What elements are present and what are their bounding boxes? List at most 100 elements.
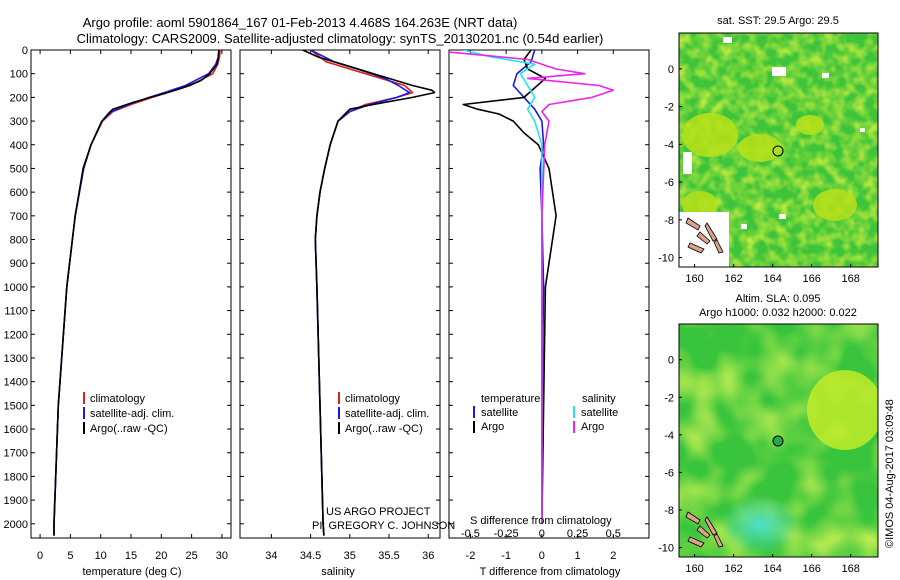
missing-pixel: [741, 224, 747, 229]
map-y-tick-label: -10: [658, 543, 674, 555]
map-x-tick-label: 168: [842, 563, 860, 575]
missing-pixel: [772, 67, 786, 76]
legend-head-temperature: temperature: [481, 393, 540, 405]
series-line-s-satellite: [463, 50, 543, 524]
y-tick-label: 300: [10, 116, 28, 128]
x-tick-label: 0: [539, 550, 545, 562]
header-title-line2: Climatology: CARS2009. Satellite-adjuste…: [77, 31, 604, 46]
sla-map-title-line1: Altim. SLA: 0.095: [736, 293, 821, 305]
series-line-t-argo: [462, 50, 557, 524]
series-line-s-argo: [449, 51, 615, 524]
salinity-plot: 34 34.5 35 35.5 36: [240, 49, 440, 562]
y-tick-label: 1900: [4, 495, 28, 507]
island-shape: [696, 525, 711, 539]
sla-map-frame: [678, 323, 879, 558]
map-y-tick-label: -2: [664, 392, 674, 404]
s-tick-label: -0.25: [494, 528, 519, 540]
sla-map-title-line2: Argo h1000: 0.032 h2000: 0.022: [699, 307, 857, 319]
y-tick-label: 800: [10, 235, 28, 247]
y-tick-label: 1600: [4, 424, 28, 436]
legend-head-salinity: salinity: [582, 393, 616, 405]
warm-patch: [796, 115, 824, 135]
y-tick-label: 1300: [4, 353, 28, 365]
missing-pixel: [860, 128, 865, 132]
map-x-tick-label: 162: [724, 273, 742, 285]
x-tick-label: 34.5: [300, 550, 321, 562]
s-difference-label: S difference from climatology: [470, 515, 612, 527]
salinity-panel: [239, 49, 441, 539]
map-y-tick-label: -8: [664, 505, 674, 517]
island-shape: [713, 239, 724, 254]
y-tick-label: 1400: [4, 377, 28, 389]
sst-map: [679, 33, 878, 267]
missing-pixel: [683, 152, 692, 174]
t-difference-axis-label: T difference from climatology: [480, 566, 621, 578]
x-tick-label: 15: [125, 550, 137, 562]
series-line-argo: [53, 50, 220, 536]
map-x-tick-label: 164: [763, 563, 781, 575]
x-tick-label: 30: [216, 550, 228, 562]
missing-pixel: [723, 37, 732, 43]
map-y-tick-label: 0: [668, 355, 674, 367]
sst-islands: [685, 217, 724, 254]
x-tick-label: 0: [37, 550, 43, 562]
sla-map-axes: 160 162 164 166 168 0 -2 -4 -6 -8 -10: [658, 355, 860, 575]
map-x-tick-label: 166: [802, 273, 820, 285]
legend-label-argo: Argo(..raw -QC): [345, 423, 423, 435]
map-x-tick-label: 162: [724, 563, 742, 575]
map-x-tick-label: 160: [685, 273, 703, 285]
difference-legend: temperature salinity satellite Argo sate…: [473, 393, 618, 433]
difference-panel: [448, 49, 650, 539]
series-group: [53, 50, 221, 536]
missing-pixel: [822, 73, 829, 78]
series-group: [302, 50, 436, 536]
y-tick-label: 1200: [4, 329, 28, 341]
warm-patch: [738, 134, 782, 162]
warm-patch: [813, 189, 857, 221]
y-tick-label: 1500: [4, 400, 28, 412]
salinity-legend: climatology satellite-adj. clim. Argo(..…: [338, 392, 429, 435]
series-line-climatology: [53, 50, 221, 536]
sla-low-patch: [720, 495, 800, 555]
x-tick-label: 2: [610, 550, 616, 562]
island-shape: [687, 536, 705, 548]
series-line-satellite: [310, 50, 411, 536]
map-x-tick-label: 164: [763, 273, 781, 285]
y-tick-label: 200: [10, 92, 28, 104]
sla-high-patch: [807, 370, 878, 450]
x-tick-label: 36: [422, 550, 434, 562]
x-tick-label: -1: [501, 550, 511, 562]
timestamp-label: ©IMOS 04-Aug-2017 03:09:48: [884, 399, 896, 548]
sst-map-axes: 160 162 164 166 168 0 -2 -4 -6 -8 -10: [658, 64, 860, 285]
y-tick-label: 600: [10, 187, 28, 199]
x-tick-label: 35.5: [378, 550, 399, 562]
map-x-tick-label: 160: [685, 563, 703, 575]
s-tick-label: -0.5: [461, 528, 480, 540]
salinity-axis-label: salinity: [321, 566, 355, 578]
temperature-legend: climatology satellite-adj. clim. Argo(..…: [83, 392, 174, 435]
map-y-tick-label: 0: [668, 64, 674, 76]
legend-label-s-argo: Argo: [581, 421, 604, 433]
sst-map-title: sat. SST: 29.5 Argo: 29.5: [717, 15, 839, 27]
temperature-plot: 0 5 10 15 20 25 300100200300400500600700800900…: [4, 45, 231, 562]
y-tick-label: 1800: [4, 471, 28, 483]
missing-pixel: [779, 214, 786, 219]
series-line-t-satellite: [512, 50, 545, 524]
y-tick-label: 2000: [4, 519, 28, 531]
legend-label-argo: Argo(..raw -QC): [90, 423, 168, 435]
legend-label-s-satellite: satellite: [581, 407, 618, 419]
island-shape: [713, 533, 724, 548]
island-shape: [687, 242, 705, 254]
x-tick-label: 35: [344, 550, 356, 562]
s-tick-label: 0.5: [606, 528, 621, 540]
temperature-axis-label: temperature (deg C): [82, 566, 181, 578]
legend-label-t-argo: Argo: [481, 421, 504, 433]
x-tick-label: 5: [67, 550, 73, 562]
s-tick-label: 0: [539, 528, 545, 540]
x-tick-label: -2: [466, 550, 476, 562]
sla-map: [679, 324, 878, 557]
map-y-tick-label: -4: [664, 430, 674, 442]
island-shape: [685, 217, 701, 231]
island-shape: [704, 222, 718, 242]
